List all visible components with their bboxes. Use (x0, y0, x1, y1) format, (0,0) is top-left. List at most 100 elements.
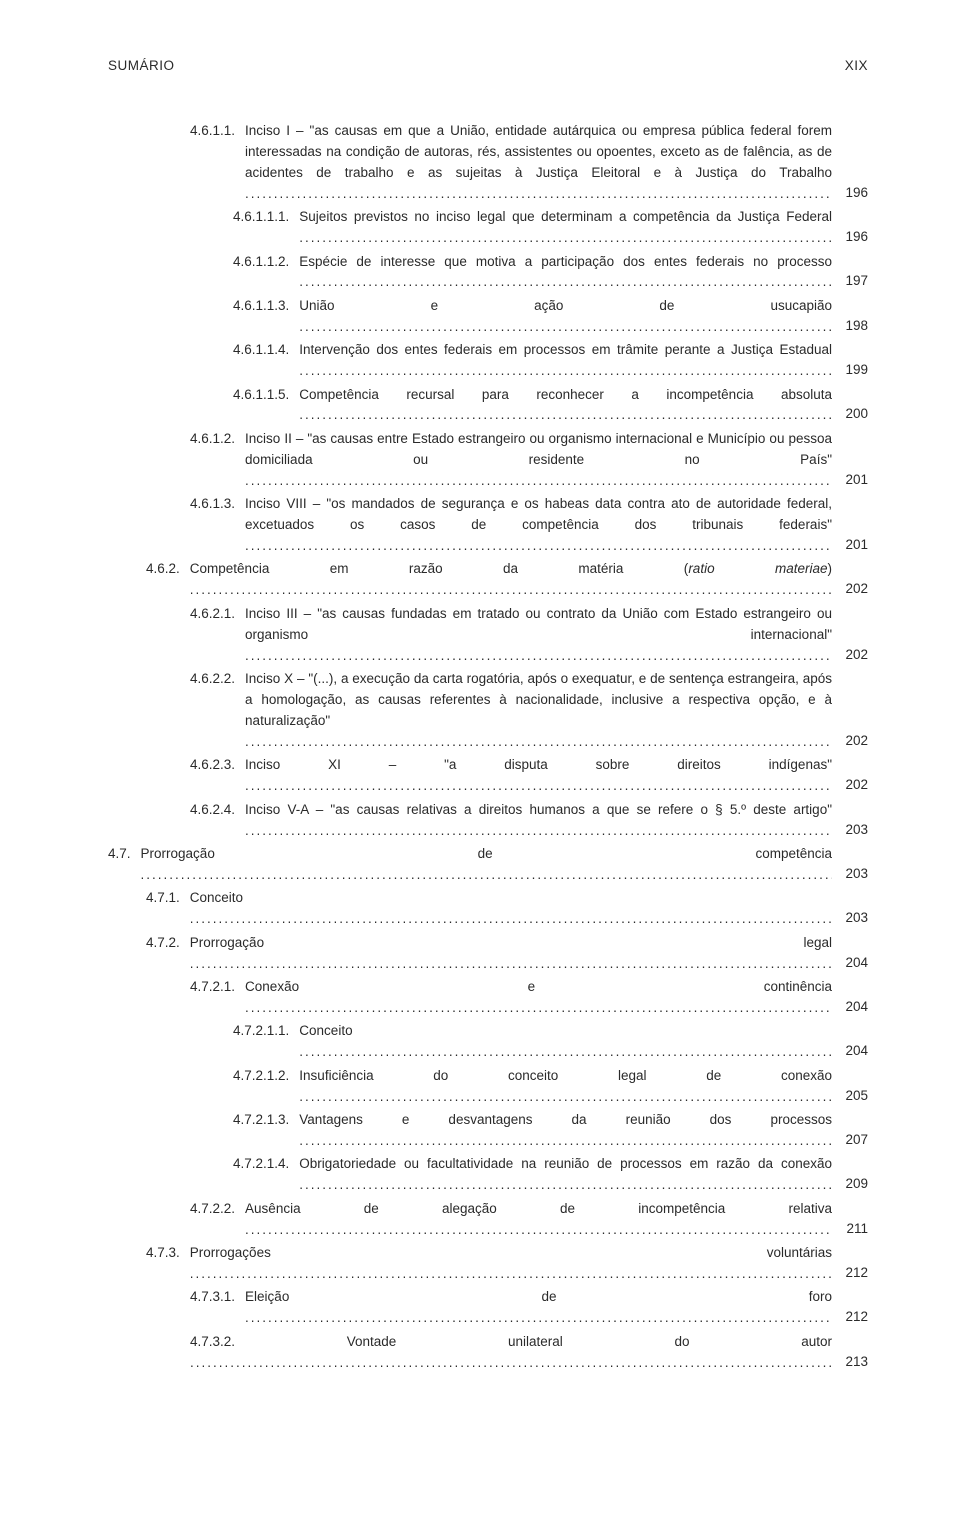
toc-entry: 4.7.2.1.4.Obrigatoriedade ou facultativi… (108, 1154, 868, 1196)
toc-label: Inciso X – "(...), a execução da carta r… (245, 671, 832, 728)
toc-entry: 4.7.2.1.3.Vantagens e desvantagens da re… (108, 1110, 868, 1152)
toc-entry: 4.6.1.2.Inciso II – "as causas entre Est… (108, 429, 868, 492)
toc-label-wrap: 4.7.3.2. Vontade unilateral do autor ...… (190, 1332, 868, 1374)
toc-entry: 4.7.2.1.1.Conceito .....................… (108, 1021, 868, 1063)
toc-leader: ........................................… (299, 230, 832, 245)
toc-leader: ........................................… (245, 734, 832, 749)
toc-page: 204 (832, 953, 868, 975)
toc-entry: 4.6.1.1.4.Intervenção dos entes federais… (108, 340, 868, 382)
toc-label: Inciso XI – "a disputa sobre direitos in… (245, 757, 832, 772)
toc-label: Inciso VIII – "os mandados de segurança … (245, 496, 832, 532)
toc-leader: ........................................… (190, 956, 832, 971)
toc-page: 213 (832, 1352, 868, 1374)
toc-page: 203 (832, 864, 868, 886)
toc-label-wrap: Inciso V-A – "as causas relativas a dire… (245, 800, 868, 842)
toc-label: Inciso III – "as causas fundadas em trat… (245, 606, 832, 642)
toc-label: Inciso II – "as causas entre Estado estr… (245, 431, 832, 467)
toc-label-wrap: Inciso II – "as causas entre Estado estr… (245, 429, 868, 492)
toc-label: Intervenção dos entes federais em proces… (299, 342, 832, 357)
toc-page: 202 (832, 645, 868, 667)
toc-entry: 4.6.2.1.Inciso III – "as causas fundadas… (108, 604, 868, 667)
toc-label: Prorrogações voluntárias (190, 1245, 832, 1260)
toc-label: Conexão e continência (245, 979, 832, 994)
page-header: SUMÁRIO XIX (108, 58, 868, 73)
toc-entry: 4.7.2.1.2.Insuficiência do conceito lega… (108, 1066, 868, 1108)
toc-label-wrap: Inciso III – "as causas fundadas em trat… (245, 604, 868, 667)
toc-entry: 4.6.2.3.Inciso XI – "a disputa sobre dir… (108, 755, 868, 797)
toc-entry: 4.7.2.Prorrogação legal ................… (108, 933, 868, 975)
toc-page: 207 (832, 1130, 868, 1152)
toc-label: 4.7.3.2. Vontade unilateral do autor (190, 1334, 832, 1349)
toc-leader: ........................................… (299, 363, 832, 378)
toc-leader: ........................................… (190, 1355, 832, 1370)
toc-leader: ........................................… (299, 1044, 832, 1059)
toc-page: 202 (832, 775, 868, 797)
toc-leader: ........................................… (245, 1000, 832, 1015)
toc-page: 203 (832, 908, 868, 930)
toc-leader: ........................................… (245, 823, 832, 838)
toc-entry: 4.7.3.2. Vontade unilateral do autor ...… (108, 1332, 868, 1374)
toc-entry: 4.6.2.Competência em razão da matéria (r… (108, 559, 868, 601)
toc-number: 4.7.2.1.1. (233, 1021, 299, 1042)
table-of-contents: 4.6.1.1.Inciso I – "as causas em que a U… (108, 121, 868, 1374)
toc-number: 4.6.1.1.1. (233, 207, 299, 228)
toc-number: 4.7.1. (146, 888, 190, 909)
toc-entry: 4.7.3.1.Eleição de foro ................… (108, 1287, 868, 1329)
toc-label: Sujeitos previstos no inciso legal que d… (299, 209, 832, 224)
toc-page: 201 (832, 470, 868, 492)
toc-label-wrap: Inciso XI – "a disputa sobre direitos in… (245, 755, 868, 797)
toc-leader: ........................................… (299, 407, 832, 422)
toc-label-wrap: Competência em razão da matéria (ratio m… (190, 559, 868, 601)
toc-entry: 4.7.Prorrogação de competência .........… (108, 844, 868, 886)
toc-label-wrap: Conexão e continência ..................… (245, 977, 868, 1019)
toc-label-wrap: Prorrogação de competência .............… (141, 844, 868, 886)
toc-page: 202 (832, 579, 868, 601)
toc-label: Conceito (190, 890, 243, 905)
toc-entry: 4.7.1.Conceito .........................… (108, 888, 868, 930)
toc-entry: 4.7.2.2.Ausência de alegação de incompet… (108, 1199, 868, 1241)
toc-leader: ........................................… (245, 186, 832, 201)
toc-number: 4.7.2.1.4. (233, 1154, 299, 1175)
toc-page: 203 (832, 820, 868, 842)
toc-leader: ........................................… (190, 911, 832, 926)
toc-number: 4.7.2.2. (190, 1199, 245, 1220)
toc-leader: ........................................… (190, 1266, 832, 1281)
toc-number: 4.7.2. (146, 933, 190, 954)
toc-leader: ........................................… (299, 274, 832, 289)
toc-page: 201 (832, 535, 868, 557)
toc-leader: ........................................… (141, 867, 832, 882)
toc-label-wrap: Prorrogações voluntárias ...............… (190, 1243, 868, 1285)
toc-label: Obrigatoriedade ou facultatividade na re… (299, 1156, 832, 1171)
toc-leader: ........................................… (299, 319, 832, 334)
toc-label-wrap: Conceito ...............................… (190, 888, 868, 930)
toc-entry: 4.7.2.1.Conexão e continência ..........… (108, 977, 868, 1019)
toc-label-wrap: Insuficiência do conceito legal de conex… (299, 1066, 868, 1108)
toc-label-wrap: Ausência de alegação de incompetência re… (245, 1199, 868, 1241)
toc-number: 4.6.2.1. (190, 604, 245, 625)
toc-label: União e ação de usucapião (299, 298, 832, 313)
toc-leader: ........................................… (299, 1177, 832, 1192)
toc-entry: 4.6.2.2.Inciso X – "(...), a execução da… (108, 669, 868, 753)
toc-label: Conceito (299, 1023, 352, 1038)
toc-entry: 4.6.1.3.Inciso VIII – "os mandados de se… (108, 494, 868, 557)
toc-label-wrap: Conceito ...............................… (299, 1021, 868, 1063)
toc-number: 4.6.1.1.4. (233, 340, 299, 361)
toc-label-wrap: Sujeitos previstos no inciso legal que d… (299, 207, 868, 249)
toc-entry: 4.6.1.1.Inciso I – "as causas em que a U… (108, 121, 868, 205)
toc-page: 204 (832, 997, 868, 1019)
toc-number: 4.6.2.4. (190, 800, 245, 821)
toc-number: 4.6.1.1.2. (233, 252, 299, 273)
toc-label: Inciso V-A – "as causas relativas a dire… (245, 802, 832, 817)
toc-number: 4.6.1.1.5. (233, 385, 299, 406)
header-left: SUMÁRIO (108, 58, 175, 73)
toc-page: 212 (832, 1307, 868, 1329)
toc-leader: ........................................… (245, 473, 832, 488)
toc-entry: 4.6.1.1.3.União e ação de usucapião ....… (108, 296, 868, 338)
toc-leader: ........................................… (245, 1222, 832, 1237)
toc-label-wrap: Eleição de foro ........................… (245, 1287, 868, 1329)
header-right: XIX (845, 58, 868, 73)
toc-label-wrap: Intervenção dos entes federais em proces… (299, 340, 868, 382)
toc-label-wrap: Inciso VIII – "os mandados de segurança … (245, 494, 868, 557)
toc-number: 4.7.3. (146, 1243, 190, 1264)
toc-label-wrap: Vantagens e desvantagens da reunião dos … (299, 1110, 868, 1152)
